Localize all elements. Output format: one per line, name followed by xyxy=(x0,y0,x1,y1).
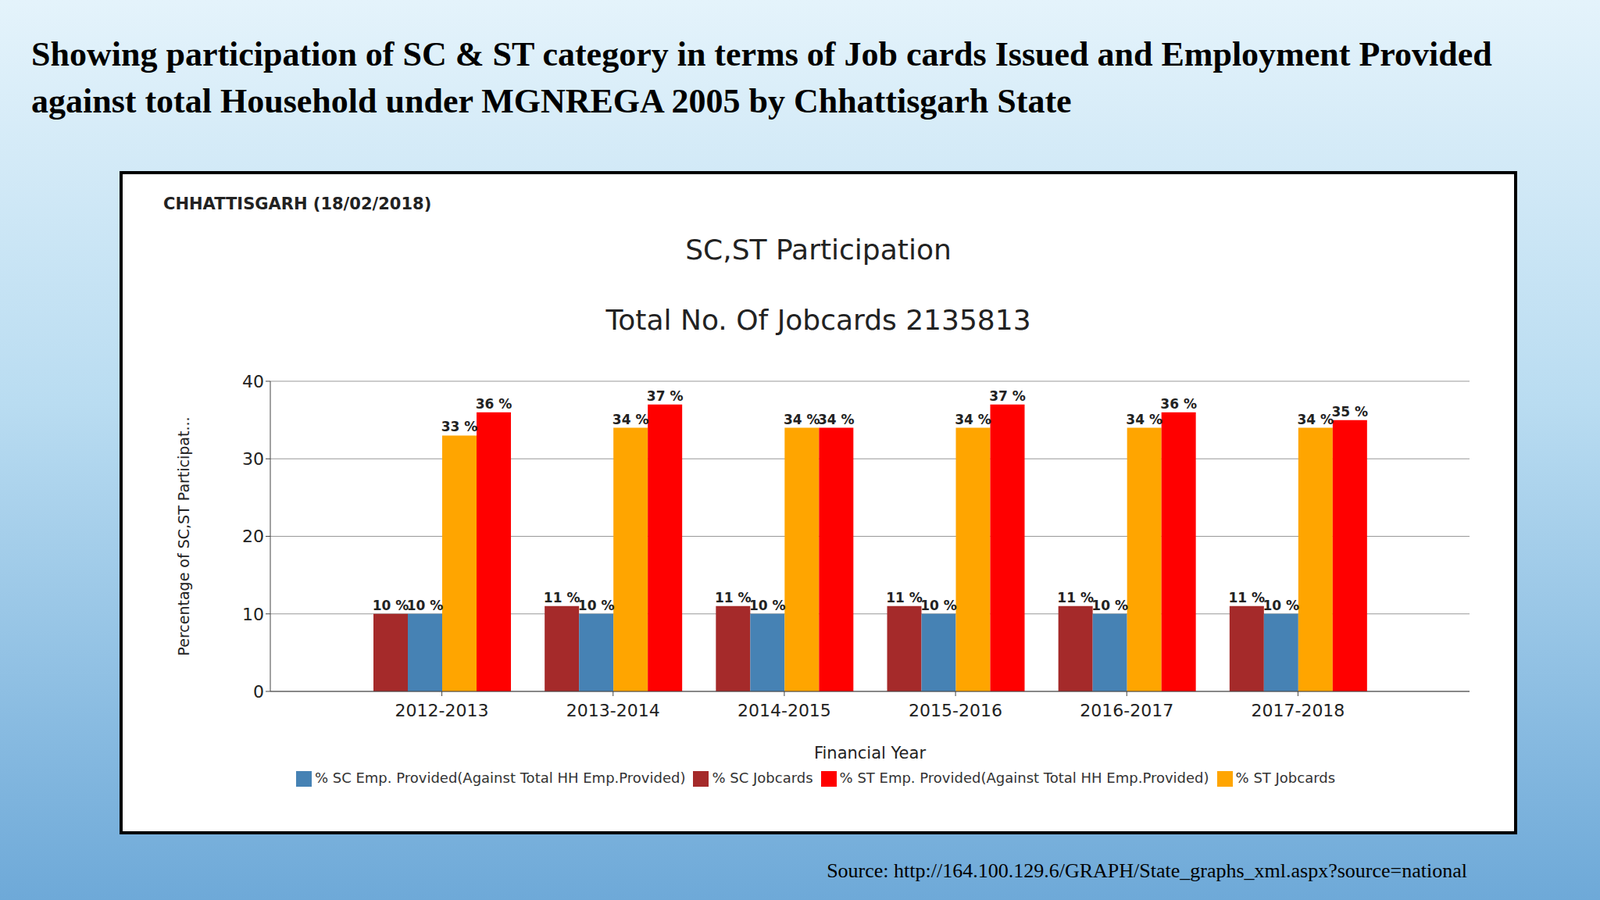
svg-text:34 %: 34 % xyxy=(612,411,650,428)
html-text:SC,ST Participation: SC,ST Participation xyxy=(685,233,952,266)
svg-text:10 %: 10 % xyxy=(749,597,786,614)
svg-text:2016-2017: 2016-2017 xyxy=(1079,700,1174,721)
html-text:% SC Jobcards: % SC Jobcards xyxy=(712,769,813,786)
svg-text:Percentage of SC,ST Participat: Percentage of SC,ST Participat... xyxy=(175,416,193,656)
svg-text:11 %: 11 % xyxy=(714,589,752,606)
html-text:Total No. Of Jobcards 2135813: Total No. Of Jobcards 2135813 xyxy=(605,303,1031,336)
svg-text:11 %: 11 % xyxy=(543,589,581,606)
svg-text:10: 10 xyxy=(242,604,265,625)
svg-text:33 %: 33 % xyxy=(441,418,479,435)
svg-text:34 %: 34 % xyxy=(1125,411,1163,428)
svg-text:10 %: 10 % xyxy=(578,597,615,614)
html-text:Source: http://164.100.129.6/G: Source: http://164.100.129.6/GRAPH/State… xyxy=(826,859,1468,883)
html-text:% ST Jobcards: % ST Jobcards xyxy=(1235,769,1336,786)
svg-text:Financial Year: Financial Year xyxy=(814,743,926,763)
svg-text:10 %: 10 % xyxy=(372,597,410,614)
html-text:% ST Emp. Provided(Against Tot: % ST Emp. Provided(Against Total HH Emp.… xyxy=(839,769,1210,786)
svg-text:2012-2013: 2012-2013 xyxy=(395,700,490,721)
svg-text:35 %: 35 % xyxy=(1332,403,1369,420)
html-text:CHHATTISGARH (18/02/2018): CHHATTISGARH (18/02/2018) xyxy=(163,194,432,214)
svg-text:30: 30 xyxy=(242,449,265,469)
svg-text:10 %: 10 % xyxy=(407,597,444,614)
svg-text:0: 0 xyxy=(253,682,265,702)
svg-text:2014-2015: 2014-2015 xyxy=(737,700,832,721)
svg-text:36 %: 36 % xyxy=(475,396,513,412)
svg-text:10 %: 10 % xyxy=(920,597,958,614)
svg-text:11 %: 11 % xyxy=(1228,589,1266,606)
svg-text:2015-2016: 2015-2016 xyxy=(908,700,1003,721)
svg-text:10 %: 10 % xyxy=(1091,597,1129,614)
svg-text:34 %: 34 % xyxy=(783,411,821,428)
svg-text:37 %: 37 % xyxy=(989,388,1026,404)
svg-text:34 %: 34 % xyxy=(954,411,992,428)
svg-text:2017-2018: 2017-2018 xyxy=(1250,700,1345,721)
svg-text:34 %: 34 % xyxy=(817,411,855,428)
svg-text:11 %: 11 % xyxy=(1057,589,1094,606)
svg-text:40: 40 xyxy=(242,371,265,392)
svg-text:11 %: 11 % xyxy=(885,589,923,606)
svg-text:2013-2014: 2013-2014 xyxy=(566,700,661,721)
svg-text:10 %: 10 % xyxy=(1263,597,1300,614)
svg-text:34 %: 34 % xyxy=(1297,411,1335,428)
svg-text:36 %: 36 % xyxy=(1160,396,1197,412)
svg-text:20: 20 xyxy=(242,526,265,547)
svg-text:37 %: 37 % xyxy=(646,388,684,404)
html-text:% SC Emp. Provided(Against Tot: % SC Emp. Provided(Against Total HH Emp.… xyxy=(314,769,686,786)
html-text:Showing participation of SC &: Showing participation of SC & ST categor… xyxy=(31,35,1492,121)
